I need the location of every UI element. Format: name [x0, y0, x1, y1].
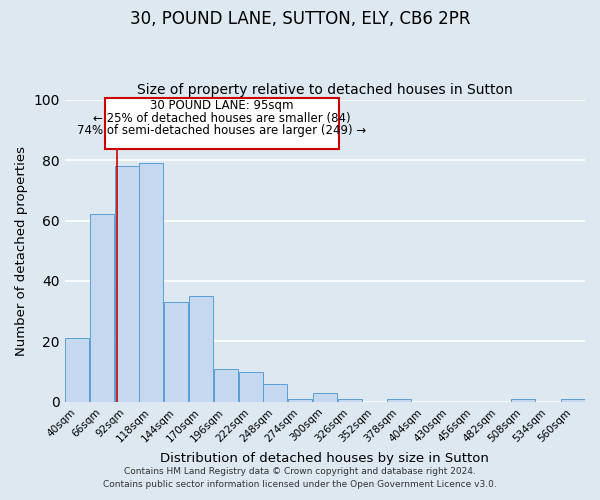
- X-axis label: Distribution of detached houses by size in Sutton: Distribution of detached houses by size …: [160, 452, 490, 465]
- Bar: [239, 372, 263, 402]
- Bar: [263, 384, 287, 402]
- Bar: [65, 338, 89, 402]
- Bar: [189, 296, 213, 402]
- Title: Size of property relative to detached houses in Sutton: Size of property relative to detached ho…: [137, 83, 513, 97]
- Bar: [511, 399, 535, 402]
- Bar: [313, 393, 337, 402]
- Text: 30 POUND LANE: 95sqm: 30 POUND LANE: 95sqm: [150, 99, 294, 112]
- Bar: [387, 399, 411, 402]
- Bar: [90, 214, 114, 402]
- Bar: [338, 399, 362, 402]
- Text: 74% of semi-detached houses are larger (249) →: 74% of semi-detached houses are larger (…: [77, 124, 367, 137]
- Text: Contains HM Land Registry data © Crown copyright and database right 2024.
Contai: Contains HM Land Registry data © Crown c…: [103, 468, 497, 489]
- Bar: [115, 166, 139, 402]
- Bar: [139, 163, 163, 402]
- Bar: [288, 399, 312, 402]
- Text: ← 25% of detached houses are smaller (84): ← 25% of detached houses are smaller (84…: [93, 112, 351, 125]
- Y-axis label: Number of detached properties: Number of detached properties: [15, 146, 28, 356]
- Text: 30, POUND LANE, SUTTON, ELY, CB6 2PR: 30, POUND LANE, SUTTON, ELY, CB6 2PR: [130, 10, 470, 28]
- Bar: [214, 368, 238, 402]
- Bar: [105, 98, 339, 150]
- Bar: [164, 302, 188, 402]
- Bar: [560, 399, 584, 402]
